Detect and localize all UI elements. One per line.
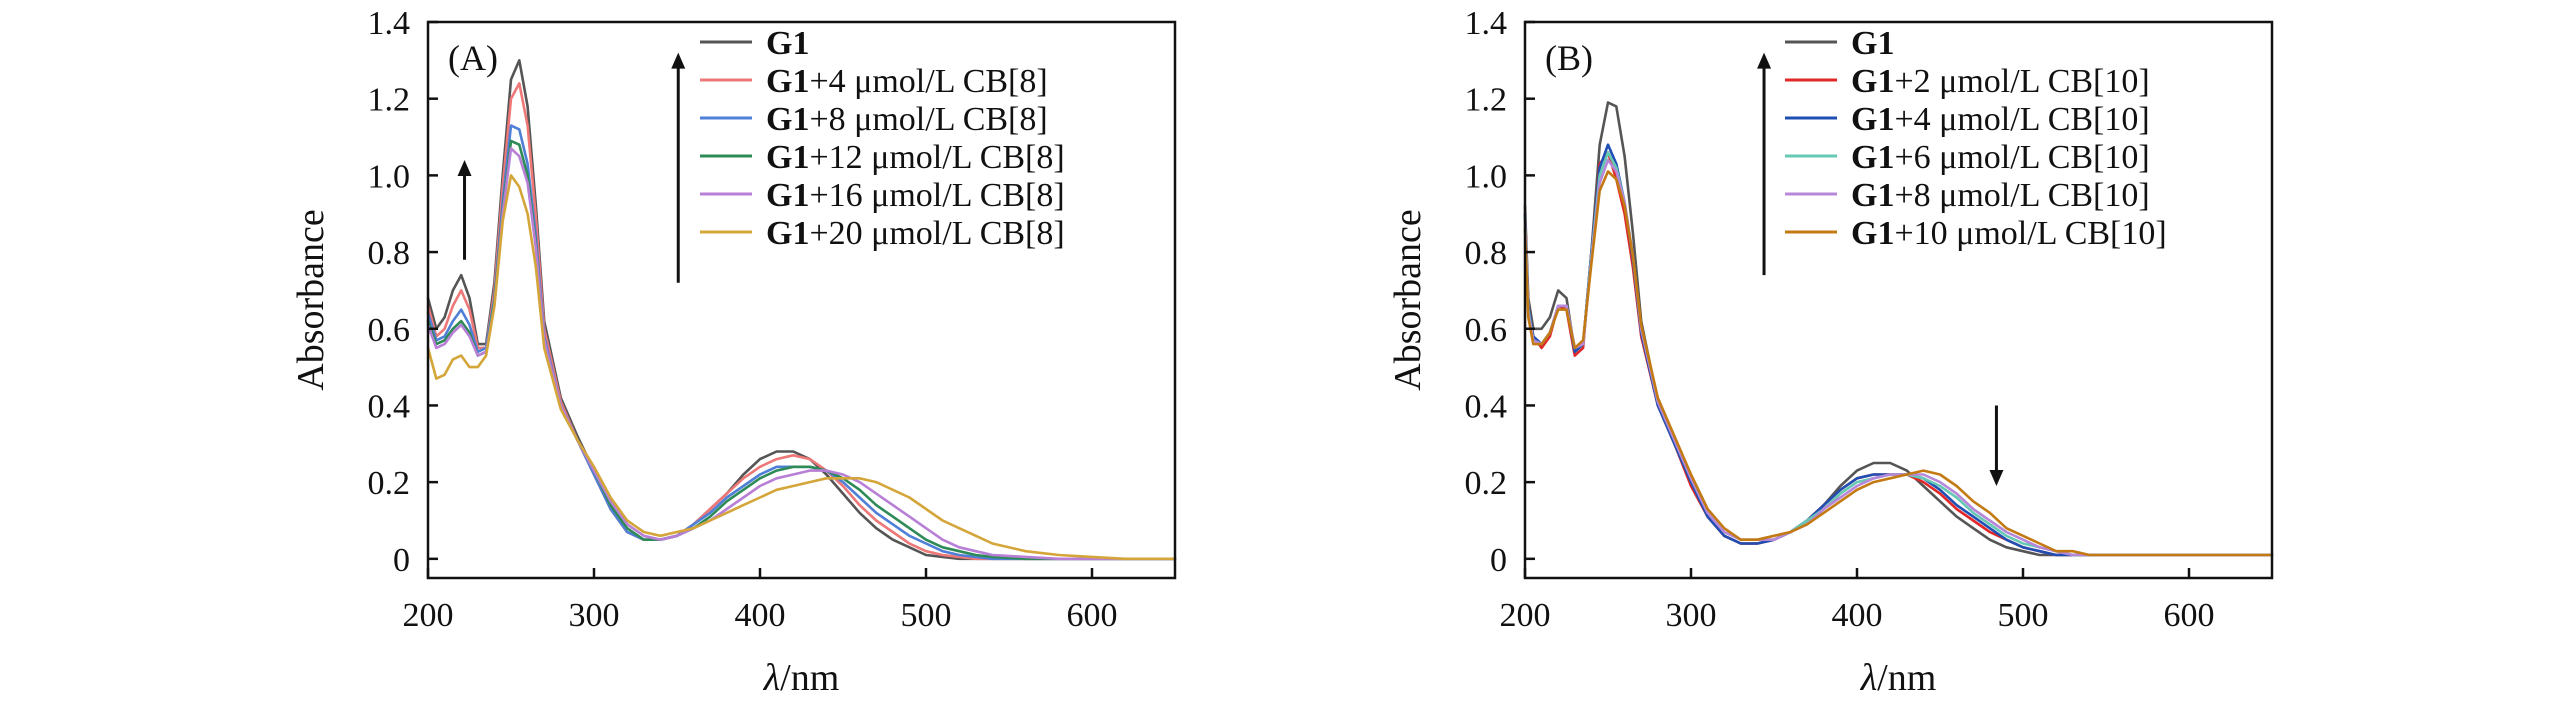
x-tick-label: 300 [569, 597, 620, 634]
legend-entry-5: G1+10 μmol/L CB[10] [1851, 215, 2167, 252]
legend-entry-2: G1+4 μmol/L CB[10] [1851, 101, 2150, 138]
legend-entry-bold: G1 [1851, 25, 1894, 62]
legend-entry-1: G1+2 μmol/L CB[10] [1851, 63, 2150, 100]
legend-entry-0: G1 [766, 25, 809, 62]
x-tick-label: 600 [1067, 597, 1118, 634]
panel-label: (A) [448, 38, 498, 78]
trend-arrow-0 [1989, 405, 2004, 486]
trend-arrow-1 [671, 52, 686, 283]
legend-entry-bold: G1 [766, 215, 809, 252]
x-axis-title-symbol: λ [1860, 657, 1877, 699]
x-tick-label: 400 [735, 597, 786, 634]
arrow-head [457, 160, 472, 177]
y-tick-label: 0 [1490, 542, 1507, 579]
x-tick-label: 200 [403, 597, 454, 634]
legend-entry-3: G1+12 μmol/L CB[8] [766, 139, 1065, 176]
legend-entry-1: G1+4 μmol/L CB[8] [766, 63, 1048, 100]
x-axis-title: λ/nm [763, 657, 840, 699]
y-tick-label: 0.6 [368, 312, 411, 349]
series-line-5 [1523, 170, 2274, 557]
y-tick-label: 1.4 [368, 5, 411, 42]
legend-entry-4: G1+8 μmol/L CB[10] [1851, 177, 2150, 214]
legend-entry-bold: G1 [1851, 177, 1894, 214]
legend-entry-rest: +10 μmol/L CB[10] [1894, 215, 2166, 252]
x-axis-title-symbol: λ [763, 657, 780, 699]
legend-entry-bold: G1 [766, 139, 809, 176]
series-line-4 [1523, 158, 2274, 557]
y-tick-label: 1.4 [1465, 5, 1508, 42]
legend-entry-rest: +2 μmol/L CB[10] [1894, 63, 2149, 100]
x-tick-label: 600 [2164, 597, 2215, 634]
legend-entry-bold: G1 [1851, 215, 1894, 252]
legend-entry-4: G1+16 μmol/L CB[8] [766, 177, 1065, 214]
y-tick-label: 1.2 [368, 82, 411, 119]
series-group [1523, 101, 2274, 557]
series-line-5 [426, 174, 1177, 561]
legend-entry-2: G1+8 μmol/L CB[8] [766, 101, 1048, 138]
legend-entry-rest: +8 μmol/L CB[10] [1894, 177, 2149, 214]
legend-entry-rest: +8 μmol/L CB[8] [809, 101, 1047, 138]
legend-entry-rest: +20 μmol/L CB[8] [809, 215, 1064, 252]
legend-entry-rest: +4 μmol/L CB[8] [809, 63, 1047, 100]
y-tick-label: 0.4 [368, 388, 411, 425]
series-group [426, 59, 1177, 561]
y-tick-label: 0.8 [1465, 235, 1508, 272]
x-tick-label: 500 [1998, 597, 2049, 634]
x-axis-title-unit: /nm [1877, 657, 1936, 699]
plot-frame [426, 20, 1177, 580]
trend-arrow-1 [1757, 52, 1772, 276]
legend-entry-rest: +6 μmol/L CB[10] [1894, 139, 2149, 176]
y-tick-label: 0.4 [1465, 388, 1508, 425]
legend-entry-rest: +16 μmol/L CB[8] [809, 177, 1064, 214]
x-axis-title-unit: /nm [780, 657, 839, 699]
legend-entry-rest: +12 μmol/L CB[8] [809, 139, 1064, 176]
y-axis-title: Absorbance [1387, 209, 1429, 390]
chart-panel-A: 200 300 400 500 600 0 0.2 0.4 0.6 0.8 1.0 1.2 1.4 λ/n… [290, 5, 1177, 699]
arrow-head [1989, 469, 2004, 486]
panel-label: (B) [1545, 38, 1593, 78]
x-tick-label: 400 [1832, 597, 1883, 634]
legend-entry-bold: G1 [1851, 139, 1894, 176]
y-tick-label: 1.0 [1465, 158, 1508, 195]
legend-entry-bold: G1 [766, 177, 809, 214]
arrow-head [671, 52, 686, 69]
y-tick-label: 0 [393, 542, 410, 579]
arrow-head [1757, 52, 1772, 69]
chart-panel-B: 200 300 400 500 600 0 0.2 0.4 0.6 0.8 1.0 1.2 1.4 λ/n… [1387, 5, 2274, 699]
legend-entry-bold: G1 [766, 25, 809, 62]
legend-entry-bold: G1 [766, 101, 809, 138]
legend-entry-bold: G1 [1851, 101, 1894, 138]
legend-entry-bold: G1 [1851, 63, 1894, 100]
y-tick-label: 0.2 [368, 465, 411, 502]
x-tick-label: 200 [1500, 597, 1551, 634]
y-tick-label: 1.2 [1465, 82, 1508, 119]
legend-entry-5: G1+20 μmol/L CB[8] [766, 215, 1065, 252]
legend-entry-bold: G1 [766, 63, 809, 100]
trend-arrow-0 [457, 160, 472, 260]
x-tick-label: 300 [1666, 597, 1717, 634]
y-axis-title: Absorbance [290, 209, 332, 390]
legend-entry-rest: +4 μmol/L CB[10] [1894, 101, 2149, 138]
plot-frame [1523, 20, 2274, 580]
legend-entry-3: G1+6 μmol/L CB[10] [1851, 139, 2150, 176]
legend-entry-0: G1 [1851, 25, 1894, 62]
y-tick-label: 0.6 [1465, 312, 1508, 349]
y-tick-label: 1.0 [368, 158, 411, 195]
y-tick-label: 0.8 [368, 235, 411, 272]
x-tick-label: 500 [901, 597, 952, 634]
y-tick-label: 0.2 [1465, 465, 1508, 502]
x-axis-title: λ/nm [1860, 657, 1937, 699]
